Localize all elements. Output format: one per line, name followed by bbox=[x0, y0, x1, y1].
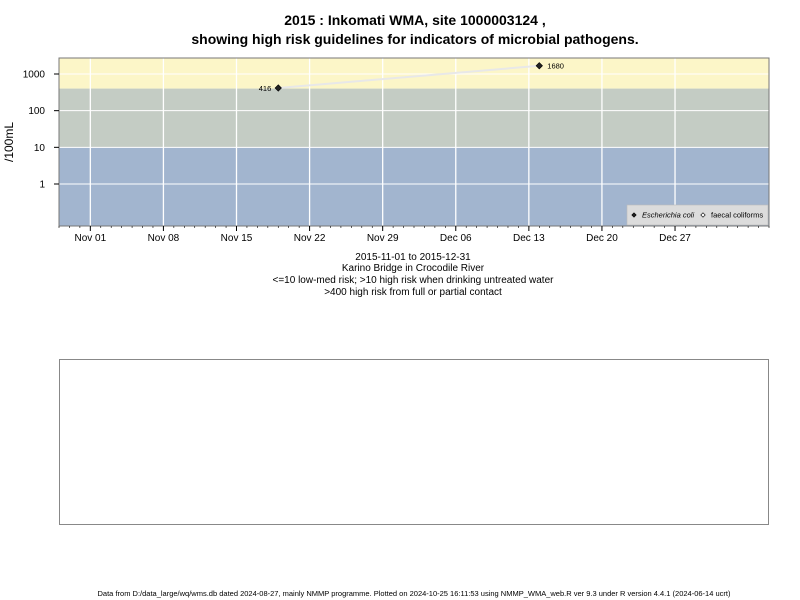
chart-title: 2015 : Inkomati WMA, site 1000003124 , bbox=[284, 12, 546, 28]
y-tick-label-2: 100 bbox=[28, 106, 45, 117]
guideline-band-0 bbox=[59, 58, 769, 89]
x-tick-label-2: Nov 15 bbox=[221, 233, 253, 244]
legend-label-0: Escherichia coli bbox=[642, 211, 694, 220]
x-tick-label-6: Dec 13 bbox=[513, 233, 545, 244]
legend-marker-0 bbox=[631, 212, 637, 218]
data-point-0-1 bbox=[535, 62, 543, 70]
data-label-0-1: 1680 bbox=[547, 62, 564, 71]
legend-label-1: faecal coliforms bbox=[711, 211, 763, 220]
chart-subtitle: showing high risk guidelines for indicat… bbox=[191, 31, 639, 47]
x-tick-label-3: Nov 22 bbox=[294, 233, 326, 244]
site-caption: Karino Bridge in Crocodile River bbox=[341, 263, 485, 274]
guideline-band-1 bbox=[59, 88, 769, 148]
y-tick-label-0: 1 bbox=[39, 180, 45, 191]
footer-note: Data from D:/data_large/wq/wms.db dated … bbox=[97, 589, 731, 598]
legend-box bbox=[626, 204, 769, 226]
series-line-0 bbox=[278, 64, 540, 89]
legend-marker-1 bbox=[700, 212, 706, 218]
data-label-0-0: 416 bbox=[259, 84, 272, 93]
risk-caption-drinking: <=10 low-med risk; >10 high risk when dr… bbox=[272, 275, 554, 286]
x-tick-label-7: Dec 20 bbox=[586, 233, 618, 244]
data-point-0-0 bbox=[274, 84, 282, 92]
y-tick-label-3: 1000 bbox=[23, 70, 46, 81]
empty-chart-panel bbox=[59, 359, 769, 525]
x-tick-label-5: Dec 06 bbox=[440, 233, 472, 244]
x-tick-label-0: Nov 01 bbox=[74, 233, 106, 244]
date-range-caption: 2015-11-01 to 2015-12-31 bbox=[355, 252, 471, 263]
x-tick-label-4: Nov 29 bbox=[367, 233, 399, 244]
x-tick-label-8: Dec 27 bbox=[659, 233, 691, 244]
risk-caption-contact: >400 high risk from full or partial cont… bbox=[324, 287, 502, 298]
y-tick-label-1: 10 bbox=[34, 143, 46, 154]
x-tick-label-1: Nov 08 bbox=[148, 233, 180, 244]
y-axis-label: /100mL bbox=[2, 122, 16, 162]
